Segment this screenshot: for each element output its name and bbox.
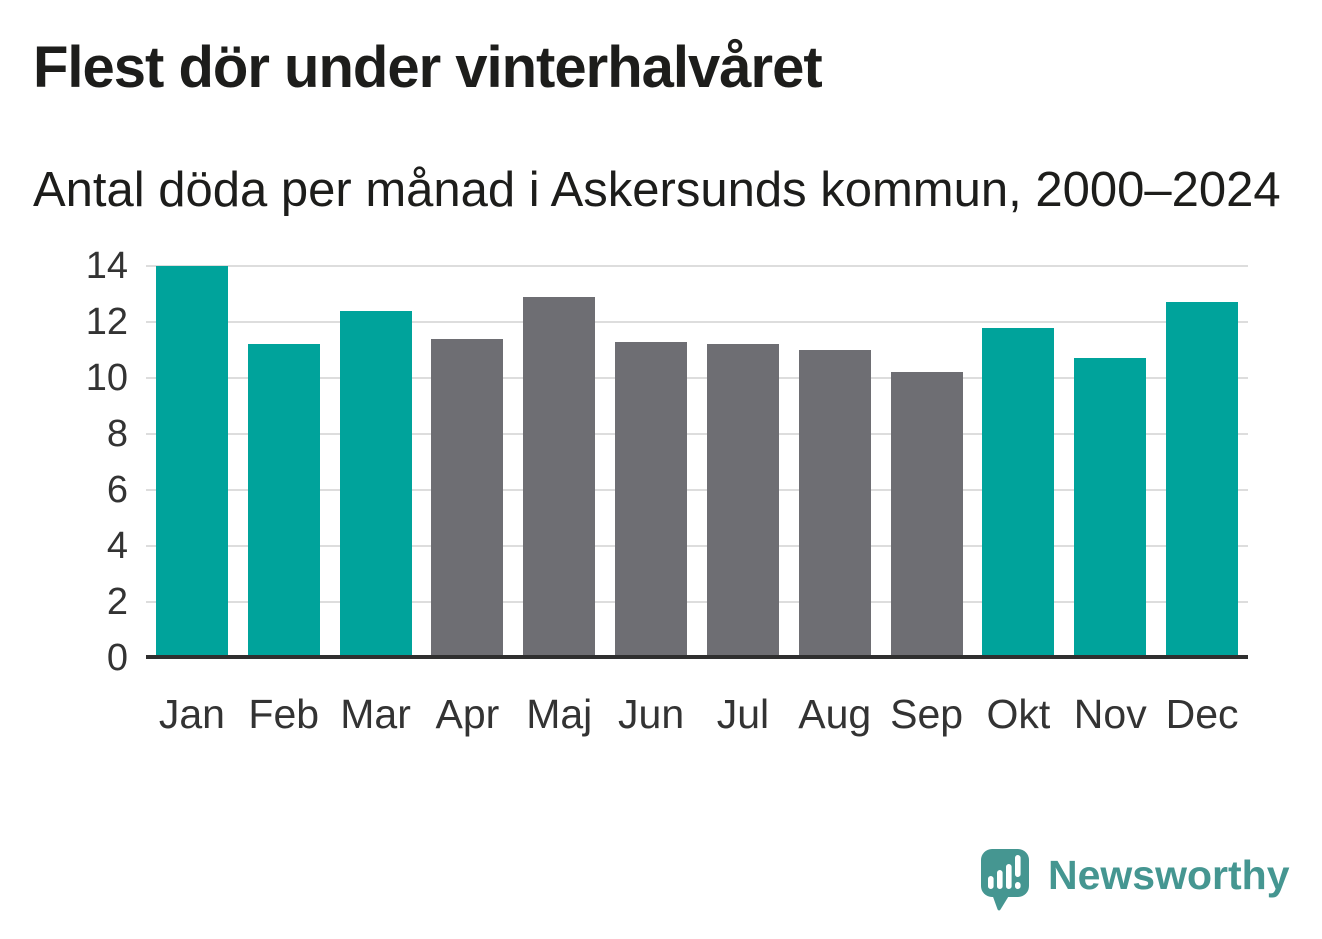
- bar-mar: [339, 310, 412, 658]
- bar-aug: [798, 350, 871, 658]
- x-tick-label-okt: Okt: [986, 691, 1051, 737]
- y-tick-label-12: 12: [85, 301, 128, 343]
- x-tick-label-nov: Nov: [1073, 691, 1147, 737]
- y-tick-label-8: 8: [106, 413, 128, 455]
- chart-title: Flest dör under vinterhalvåret: [33, 35, 823, 100]
- y-tick-label-4: 4: [106, 525, 128, 567]
- bar-apr: [431, 338, 504, 658]
- x-tick-label-maj: Maj: [526, 691, 593, 737]
- bar-jan: [155, 266, 228, 658]
- y-tick-label-10: 10: [85, 357, 128, 399]
- chart-subtitle: Antal döda per månad i Askersunds kommun…: [33, 163, 1281, 217]
- x-tick-label-jan: Jan: [158, 691, 225, 737]
- gridline-10: [146, 377, 1248, 379]
- x-tick-label-mar: Mar: [340, 691, 411, 737]
- y-tick-label-14: 14: [85, 245, 128, 287]
- gridline-12: [146, 321, 1248, 323]
- newsworthy-logo: Newsworthy: [980, 848, 1290, 914]
- x-tick-label-feb: Feb: [248, 691, 320, 737]
- bar-jul: [706, 344, 779, 658]
- bar-maj: [523, 296, 596, 658]
- x-tick-label-aug: Aug: [798, 691, 872, 737]
- gridline-14: [146, 265, 1248, 267]
- x-tick-label-jun: Jun: [618, 691, 685, 737]
- gridline-6: [146, 489, 1248, 491]
- gridline-8: [146, 433, 1248, 435]
- y-tick-label-0: 0: [106, 637, 128, 679]
- x-axis: Jan Feb Mar Apr Maj Jun Jul Aug Sep Okt Nov Dec: [146, 690, 1248, 738]
- bar-nov: [1074, 358, 1147, 658]
- x-tick-label-apr: Apr: [435, 691, 500, 737]
- gridline-4: [146, 545, 1248, 547]
- x-axis-line: [146, 655, 1248, 659]
- bar-chart-speech-bubble-icon: [981, 849, 1029, 911]
- bar-feb: [247, 344, 320, 658]
- x-tick-label-jul: Jul: [716, 691, 770, 737]
- bar-dec: [1166, 302, 1239, 658]
- y-axis: 0 2 4 6 8 10 12 14: [0, 247, 128, 677]
- x-tick-label-sep: Sep: [890, 691, 964, 737]
- bar-sep: [890, 372, 963, 658]
- y-tick-label-2: 2: [106, 581, 128, 623]
- newsworthy-logo-text: Newsworthy: [1048, 852, 1290, 898]
- x-tick-label-dec: Dec: [1165, 691, 1239, 737]
- bar-okt: [982, 327, 1055, 658]
- y-tick-label-6: 6: [106, 469, 128, 511]
- plot-area: [146, 265, 1248, 658]
- bar-jun: [615, 341, 688, 658]
- gridline-2: [146, 601, 1248, 603]
